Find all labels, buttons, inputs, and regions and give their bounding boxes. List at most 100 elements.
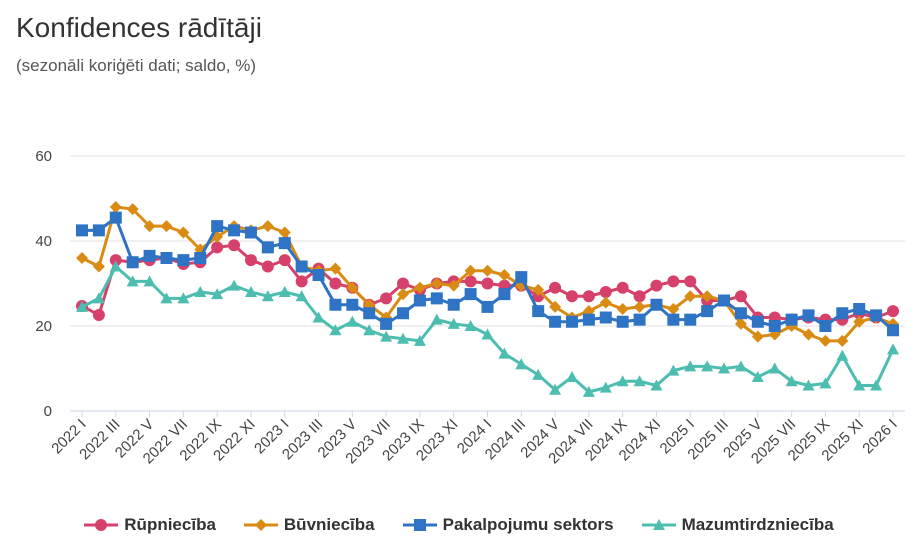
legend-item[interactable]: Rūpniecība: [84, 515, 216, 535]
series-3-point: [734, 360, 747, 372]
series-3-point: [278, 286, 291, 297]
series-3-point: [312, 311, 325, 323]
series-3-point: [329, 324, 342, 336]
series-1-point: [430, 277, 443, 290]
series-2-point: [295, 260, 308, 273]
series-0-point: [211, 241, 224, 254]
chart-title: Konfidences rādītāji: [16, 12, 262, 43]
series-1-point: [802, 328, 815, 341]
series-3-point: [464, 320, 477, 331]
series-2-point: [160, 252, 173, 264]
series-1-point: [481, 264, 494, 277]
series-2-point: [667, 313, 680, 326]
series-1-point: [447, 279, 460, 292]
legend-label: Rūpniecība: [124, 515, 216, 534]
series-1-point: [126, 203, 139, 216]
legend-label: Būvniecība: [283, 515, 375, 534]
series-0-point: [329, 277, 342, 290]
legend-label: Mazumtirdzniecība: [681, 515, 834, 534]
series-3-point: [76, 300, 88, 312]
series-2-point: [802, 309, 815, 322]
series-2-point: [126, 256, 139, 269]
series-1-point: [701, 290, 714, 303]
legend: Rūpniecība Būvniecība Pakalpojumu sektors M…: [0, 515, 918, 535]
series-2-point: [346, 298, 359, 311]
x-tick-label: 2026 I: [859, 416, 901, 458]
series-2-point: [329, 298, 342, 311]
series-3-point: [667, 364, 680, 376]
series-0-point: [278, 254, 291, 267]
series-2-point: [464, 288, 477, 301]
series-3-point: [447, 317, 460, 329]
series-0-point: [295, 275, 308, 288]
series-0-point: [228, 239, 241, 252]
series-2-point: [515, 271, 528, 284]
series-1-point: [329, 262, 342, 275]
series-0-point: [481, 277, 494, 290]
series-1-point: [278, 226, 291, 239]
series-3-point: [616, 375, 629, 387]
series-1-point: [92, 260, 105, 273]
series-1-point: [109, 201, 122, 213]
series-2-point: [650, 298, 663, 311]
series-3-point: [397, 332, 410, 344]
series-3-point: [532, 368, 545, 380]
series-1-point: [549, 300, 562, 313]
series-1-point: [819, 334, 832, 347]
series-1-point: [616, 303, 629, 315]
series-3-point: [295, 290, 308, 302]
series-0-point: [397, 277, 410, 290]
series-0-point: [582, 290, 595, 303]
series-2-point: [278, 237, 291, 250]
diamond-marker-icon: [243, 519, 278, 531]
series-3-point: [751, 371, 764, 382]
series-3-point: [126, 275, 139, 287]
series-3-point: [211, 288, 224, 300]
series-2-point: [768, 320, 781, 332]
series-1-point: [667, 303, 680, 315]
series-1-point: [413, 281, 426, 294]
series-3-point: [160, 292, 173, 304]
series-1-point: [464, 264, 477, 277]
series-1-point: [751, 330, 764, 343]
series-3-point: [836, 349, 849, 361]
legend-item[interactable]: Mazumtirdzniecība: [641, 515, 834, 535]
series-2-point: [549, 315, 562, 328]
series-2-point: [836, 307, 849, 320]
series-2-point: [380, 317, 393, 330]
series-0-point: [244, 254, 257, 267]
series-3-point: [363, 324, 376, 336]
square-marker-icon: [402, 519, 437, 531]
legend-item[interactable]: Būvniecība: [243, 515, 375, 535]
series-2-point: [599, 311, 612, 324]
series-3-point: [650, 379, 663, 391]
series-1-point: [599, 296, 612, 309]
legend-item[interactable]: Pakalpojumu sektors: [402, 515, 614, 535]
y-tick-label: 40: [35, 233, 52, 250]
series-3-point: [346, 315, 359, 327]
series-3-point: [768, 362, 781, 374]
series-2-point: [532, 305, 545, 318]
series-0-point: [261, 260, 274, 273]
series-0-point: [599, 286, 612, 298]
series-3-point: [261, 290, 274, 302]
series-2-point: [244, 226, 257, 239]
series-3-point: [582, 385, 595, 397]
series-3-point: [143, 275, 156, 287]
series-2-point: [312, 269, 325, 281]
chart-subtitle: (sezonāli koriģēti dati; saldo, %): [16, 56, 257, 75]
series-0-point: [109, 254, 122, 267]
series-3-point: [481, 328, 494, 340]
series-0-point: [380, 292, 393, 305]
series-3-point: [819, 377, 832, 389]
series-2-point: [430, 292, 443, 305]
series-2-point: [701, 305, 714, 318]
series-3-point: [177, 292, 190, 304]
series-0-point: [616, 281, 629, 294]
series-1-point: [532, 283, 545, 296]
series-1-point: [498, 269, 511, 281]
series-0-point: [92, 308, 105, 321]
series-3-point: [633, 375, 646, 387]
series-2-point: [870, 309, 883, 322]
